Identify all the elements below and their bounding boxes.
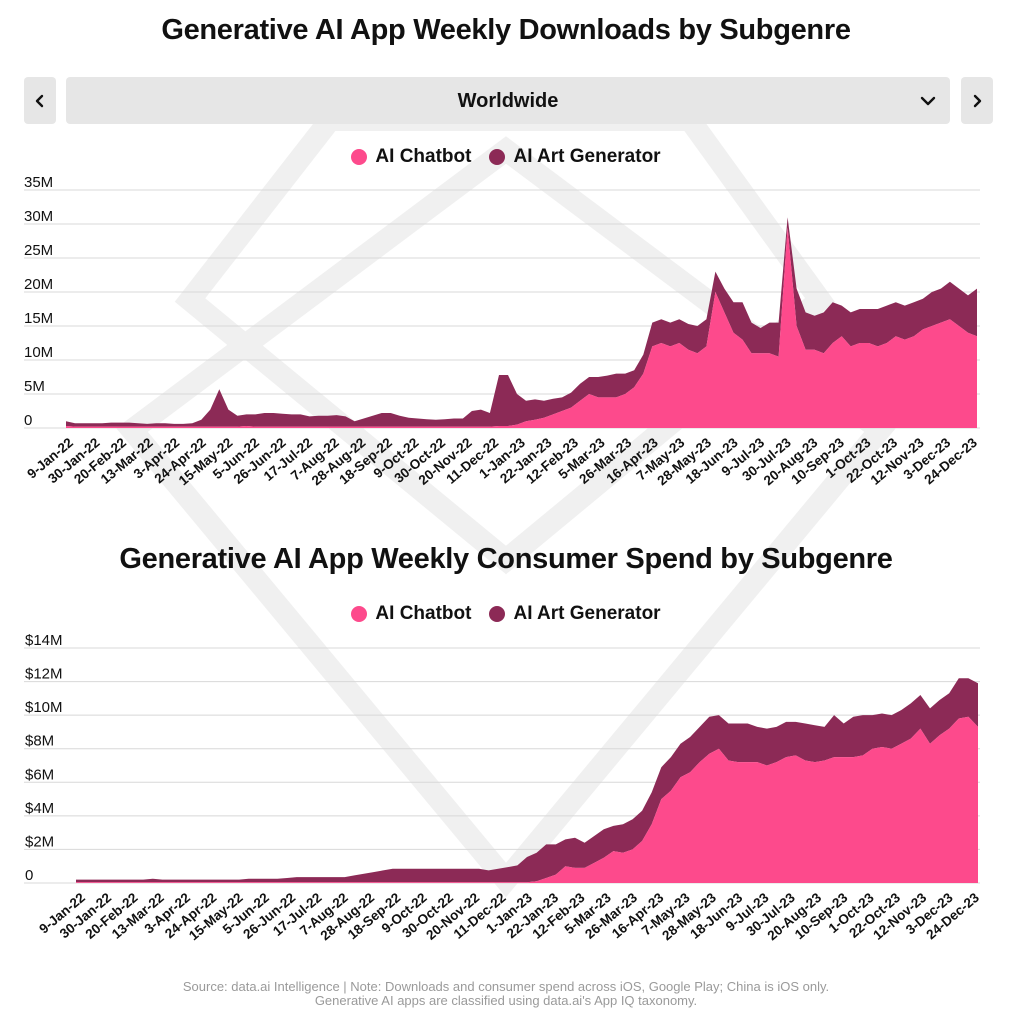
legend-swatch-art-generator [489,149,506,165]
region-selected-label: Worldwide [457,90,559,112]
y-tick-label: 5M [24,378,45,395]
chevron-down-icon [920,96,936,106]
y-tick-label: 25M [24,242,53,259]
y-tick-label: 0 [25,867,33,884]
legend-item-art-generator[interactable]: AI Art Generator [489,603,661,625]
y-tick-label: $14M [25,632,63,649]
legend-label-chatbot: AI Chatbot [375,146,472,167]
y-tick-label: $8M [25,733,54,750]
legend-label-art-generator: AI Art Generator [513,603,661,624]
legend-item-art-generator[interactable]: AI Art Generator [489,146,661,168]
y-tick-label: 15M [24,310,53,327]
y-tick-label: 20M [24,276,53,293]
footnote-line-2: Generative AI apps are classified using … [314,993,698,1008]
y-tick-label: 30M [24,208,53,225]
y-tick-label: $12M [25,666,63,683]
spend-chart-title: Generative AI App Weekly Consumer Spend … [119,543,893,575]
downloads-area-chart: 05M10M15M20M25M30M35M9-Jan-2230-Jan-2220… [24,174,980,488]
downloads-chart-title: Generative AI App Weekly Downloads by Su… [161,14,851,46]
y-tick-label: $10M [25,699,63,716]
y-tick-label: $6M [25,766,54,783]
legend-item-chatbot[interactable]: AI Chatbot [351,603,471,625]
y-tick-label: 35M [24,174,53,191]
legend-swatch-chatbot [351,606,368,622]
chevron-left-icon [35,94,44,107]
y-tick-label: $4M [25,800,54,817]
chevron-right-icon [973,94,982,107]
legend-item-chatbot[interactable]: AI Chatbot [351,146,471,168]
y-tick-label: 0 [24,412,32,429]
previous-region-button[interactable] [24,77,56,124]
region-dropdown[interactable]: Worldwide [66,77,950,124]
y-tick-label: $2M [25,833,54,850]
legend-swatch-art-generator [489,606,506,622]
source-footnote: Source: data.ai Intelligence | Note: Dow… [0,980,1012,1008]
next-region-button[interactable] [961,77,993,124]
downloads-legend: AI Chatbot AI Art Generator [0,146,1012,168]
series-area-chatbot [66,227,977,428]
legend-swatch-chatbot [351,149,368,165]
spend-legend: AI Chatbot AI Art Generator [0,603,1012,625]
series-area-art-generator [76,678,978,883]
footnote-line-1: Source: data.ai Intelligence | Note: Dow… [182,979,830,994]
legend-label-chatbot: AI Chatbot [375,603,472,624]
spend-area-chart: 0$2M$4M$6M$8M$10M$12M$14M9-Jan-2230-Jan-… [24,632,982,943]
series-area-chatbot [76,716,978,883]
legend-label-art-generator: AI Art Generator [513,146,661,167]
y-tick-label: 10M [24,344,53,361]
